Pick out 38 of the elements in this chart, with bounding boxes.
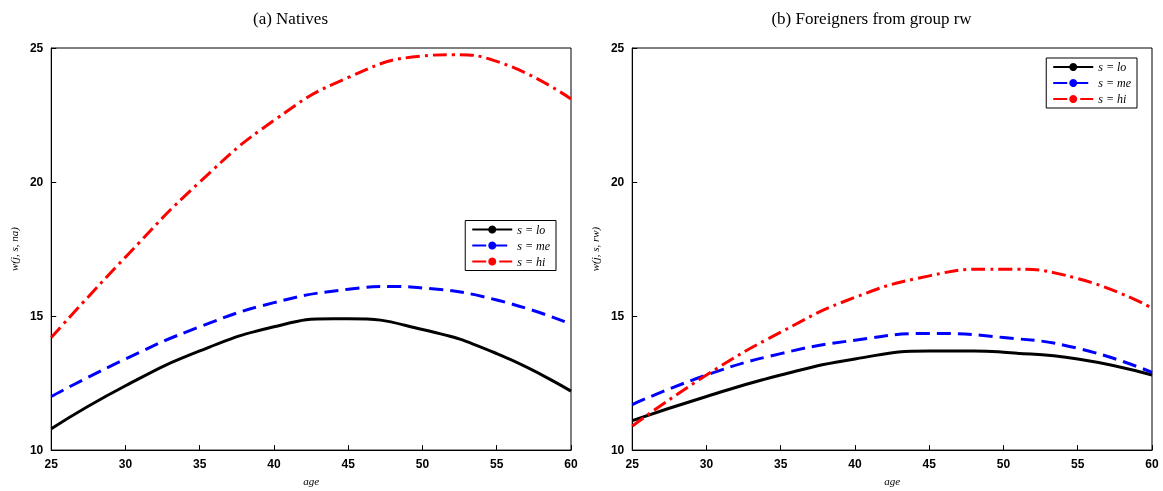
legend-label: s = hi xyxy=(1098,92,1127,106)
legend-label: s = hi xyxy=(517,254,546,269)
x-tick-label: 35 xyxy=(774,457,788,472)
x-tick-label: 60 xyxy=(1145,457,1159,472)
x-tick-label: 45 xyxy=(341,457,356,472)
line-series xyxy=(49,53,573,340)
y-tick-label: 20 xyxy=(610,175,625,190)
y-tick-label: 15 xyxy=(610,309,625,324)
y-tick-label: 15 xyxy=(29,309,44,324)
y-tick-label: 25 xyxy=(29,41,44,55)
x-tick-label: 55 xyxy=(490,457,504,472)
legend-label: s = lo xyxy=(517,222,546,237)
line-series xyxy=(630,331,1154,407)
legend-label: s = me xyxy=(517,238,551,253)
y-axis-title: w(j, s, rw) xyxy=(588,226,602,272)
y-axis-title: w(j, s, na) xyxy=(7,226,21,272)
x-tick-label: 25 xyxy=(625,457,640,472)
x-tick-label: 30 xyxy=(699,457,714,472)
y-tick-label: 10 xyxy=(610,443,625,458)
x-tick-label: 60 xyxy=(564,457,578,472)
x-tick-label: 40 xyxy=(267,457,281,472)
x-tick-label: 40 xyxy=(848,457,862,472)
x-tick-label: 30 xyxy=(118,457,133,472)
x-tick-label: 55 xyxy=(1071,457,1085,472)
chart-title: (a) Natives xyxy=(252,9,329,28)
y-tick-label: 20 xyxy=(29,175,44,190)
x-tick-label: 35 xyxy=(193,457,207,472)
x-axis-title: age xyxy=(303,474,320,487)
x-tick-label: 50 xyxy=(996,457,1011,472)
x-tick-label: 45 xyxy=(922,457,937,472)
legend-label: s = me xyxy=(1098,76,1132,90)
legend-label: s = lo xyxy=(1098,60,1127,74)
chart-title: (b) Foreigners from group rw xyxy=(771,9,973,28)
y-tick-label: 25 xyxy=(610,41,625,55)
x-tick-label: 25 xyxy=(44,457,59,472)
x-axis-title: age xyxy=(884,474,901,487)
y-tick-label: 10 xyxy=(29,443,44,458)
x-tick-label: 50 xyxy=(415,457,430,472)
